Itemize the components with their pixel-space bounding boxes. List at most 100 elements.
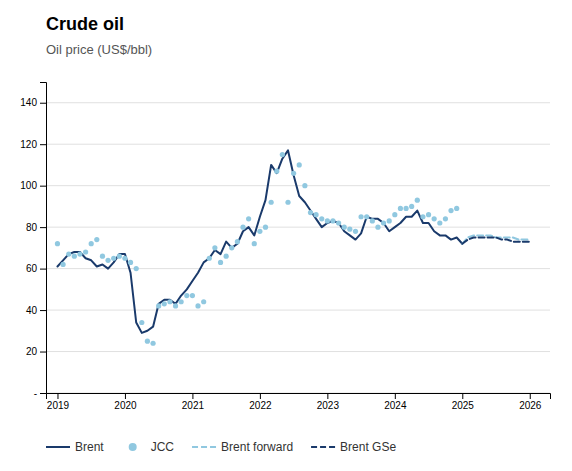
line — [57, 150, 462, 332]
point — [336, 220, 341, 225]
point — [94, 237, 99, 242]
point — [330, 218, 335, 223]
line — [462, 235, 529, 243]
point — [291, 171, 296, 176]
y-tick-label: 40 — [26, 305, 38, 316]
point — [325, 218, 330, 223]
chart: Crude oil Oil price (US$/bbl) - 20 40 60 80 100… — [0, 0, 572, 471]
y-tick-mark — [40, 393, 46, 394]
point — [229, 245, 234, 250]
subtitle: Oil price (US$/bbl) — [46, 42, 152, 57]
point — [235, 239, 240, 244]
y-tick-mark — [40, 186, 46, 187]
x-axis: 2019 2020 2021 2022 2023 2024 2025 2026 — [47, 393, 551, 411]
point — [257, 229, 262, 234]
line — [462, 238, 529, 244]
x-tick: 2025 — [452, 393, 475, 411]
x-tick: 2020 — [114, 393, 137, 411]
x-tick: 2022 — [249, 393, 272, 411]
point — [387, 218, 392, 223]
grid-line — [46, 351, 550, 352]
point — [353, 229, 358, 234]
y-tick: 100 — [20, 180, 46, 191]
point — [403, 206, 408, 211]
point — [454, 206, 459, 211]
x-tick-mark — [395, 393, 396, 399]
x-tick: 2019 — [47, 393, 70, 411]
point — [150, 341, 155, 346]
point — [297, 162, 302, 167]
point — [302, 183, 307, 188]
point — [364, 214, 369, 219]
point — [139, 320, 144, 325]
x-tick-label: 2023 — [317, 400, 340, 411]
point — [392, 212, 397, 217]
point — [420, 214, 425, 219]
x-tick-mark — [125, 393, 126, 399]
y-tick-label: 20 — [26, 346, 38, 357]
point — [347, 227, 352, 232]
y-tick-label: 120 — [20, 139, 37, 150]
legend-label: Brent GSe — [340, 440, 396, 454]
point — [83, 249, 88, 254]
y-tick-label: 100 — [20, 180, 37, 191]
point — [319, 216, 324, 221]
y-tick-label: 80 — [26, 222, 38, 233]
y-tick-mark — [40, 144, 46, 145]
x-tick-mark — [192, 393, 193, 399]
point — [246, 216, 251, 221]
y-tick: 120 — [20, 139, 46, 150]
x-tick-label: 2024 — [384, 400, 407, 411]
point — [274, 169, 279, 174]
point — [134, 266, 139, 271]
x-tick: 2024 — [384, 393, 407, 411]
y-tick-mark — [40, 269, 46, 270]
y-tick: 60 — [26, 263, 46, 274]
x-tick-mark — [530, 393, 531, 399]
x-axis-line — [47, 394, 551, 400]
point — [342, 225, 347, 230]
point — [285, 200, 290, 205]
point — [72, 254, 77, 259]
point — [443, 216, 448, 221]
x-tick: 2026 — [519, 393, 542, 411]
title: Crude oil — [46, 14, 124, 34]
point — [375, 225, 380, 230]
point — [240, 225, 245, 230]
x-tick-mark — [327, 393, 328, 399]
point — [100, 254, 105, 259]
scatter-series — [55, 152, 459, 346]
grid-line — [46, 144, 550, 145]
point — [218, 260, 223, 265]
point — [167, 299, 172, 304]
y-axis: - 20 40 60 80 100 120 140 — [20, 83, 46, 399]
legend-swatch — [311, 446, 335, 448]
y-tick: 20 — [26, 346, 46, 357]
legend: BrentJCCBrent forwardBrent GSe — [46, 440, 396, 454]
point — [263, 225, 268, 230]
y-tick-label: 140 — [20, 97, 37, 108]
y-tick: 140 — [20, 97, 46, 108]
x-tick-mark — [260, 393, 261, 399]
point — [269, 200, 274, 205]
x-tick-label: 2025 — [452, 400, 475, 411]
point — [201, 299, 206, 304]
point — [313, 212, 318, 217]
point — [66, 251, 71, 256]
point — [162, 301, 167, 306]
point — [370, 218, 375, 223]
legend-label: Brent — [75, 440, 104, 454]
point — [426, 212, 431, 217]
point — [437, 220, 442, 225]
point — [398, 206, 403, 211]
y-tick-label: 60 — [26, 263, 38, 274]
x-tick-label: 2021 — [182, 400, 205, 411]
point — [358, 214, 363, 219]
x-tick: 2021 — [182, 393, 205, 411]
point — [111, 256, 116, 261]
y-tick: - — [34, 388, 46, 399]
marks — [55, 150, 530, 345]
x-tick: 2023 — [317, 393, 340, 411]
point — [105, 258, 110, 263]
y-tick: 40 — [26, 305, 46, 316]
